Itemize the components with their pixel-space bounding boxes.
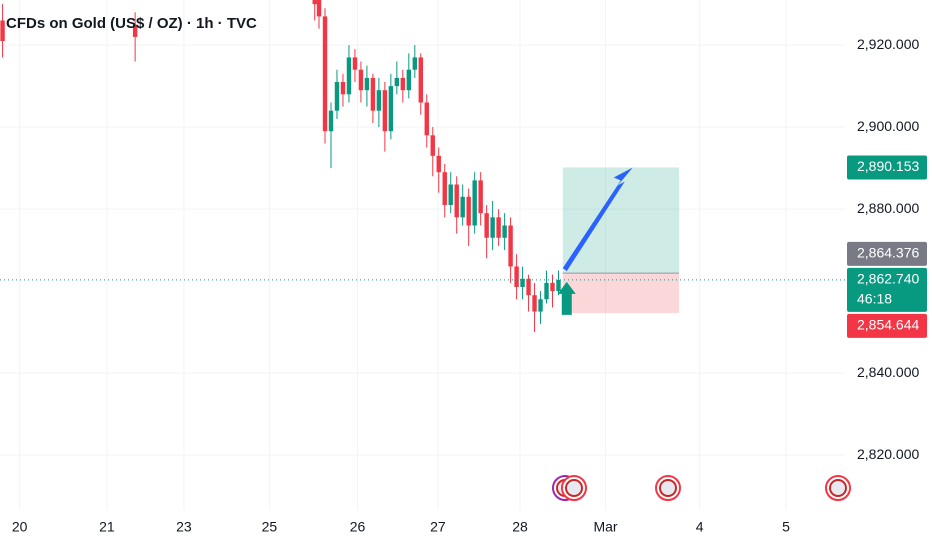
candle-body — [454, 184, 459, 218]
candle-body — [370, 77, 376, 111]
projection-arrow — [562, 167, 633, 272]
y-tick-label: 2,880.000 — [857, 200, 919, 216]
candle-body — [400, 77, 406, 91]
candle-body — [346, 57, 352, 95]
grid — [0, 0, 845, 510]
entry-price-label: 2,864.376 — [857, 245, 919, 261]
x-tick-label: 21 — [99, 519, 115, 535]
x-tick-label: Mar — [593, 519, 617, 535]
x-tick-label: 25 — [262, 519, 278, 535]
candle-body — [550, 282, 555, 292]
candle-body — [460, 196, 465, 218]
candle-body — [532, 295, 537, 312]
candle-body — [520, 278, 525, 287]
last-price-label-countdown: 46:18 — [857, 291, 892, 307]
candle-body — [388, 86, 394, 132]
plot — [0, 0, 851, 501]
target-price-label: 2,890.153 — [857, 158, 919, 174]
x-tick-label: 26 — [350, 519, 366, 535]
candle-body — [382, 90, 388, 132]
candle-body — [312, 0, 317, 5]
candle-body — [544, 282, 549, 300]
event-flag-icon — [829, 479, 847, 497]
candle-body — [442, 172, 447, 205]
candle-body — [406, 69, 412, 91]
last-price-label: 2,862.740 — [857, 271, 919, 287]
candle-body — [484, 213, 489, 238]
loss-zone — [562, 273, 680, 314]
candle-body — [424, 102, 429, 136]
last-price-label-box — [847, 267, 927, 312]
candle-body — [556, 279, 561, 292]
candle-body — [364, 77, 370, 91]
profit-zone — [562, 167, 680, 274]
candle-body — [466, 196, 471, 226]
candle-body — [132, 24, 138, 37]
candle-body — [316, 0, 322, 17]
x-tick-label: 20 — [12, 519, 28, 535]
target-price-label-box — [847, 155, 927, 180]
entry-price-label-box — [847, 241, 927, 266]
candle-body — [376, 90, 382, 111]
stop-price-label: 2,854.644 — [857, 317, 919, 333]
y-tick-label: 2,840.000 — [857, 364, 919, 380]
candle-body — [334, 81, 340, 111]
candle-body — [496, 217, 501, 238]
candle-body — [352, 57, 358, 70]
x-tick-label: 5 — [782, 519, 790, 535]
candle-body — [538, 299, 543, 312]
candle-body — [472, 180, 477, 226]
event-flag-icon — [659, 479, 677, 497]
candle-body — [418, 57, 423, 103]
axes: 2,820.000 2,840.000 2,880.000 2,900.000 2,92… — [12, 36, 927, 535]
candle-body — [448, 184, 453, 205]
candle-body — [412, 57, 418, 70]
candle-body — [526, 278, 531, 296]
y-tick-label: 2,900.000 — [857, 118, 919, 134]
candle-body — [436, 155, 441, 173]
candle-body — [490, 217, 495, 238]
candle-body — [340, 81, 346, 95]
x-tick-label: 4 — [696, 519, 704, 535]
candle-body — [508, 225, 513, 267]
x-tick-label: 27 — [430, 519, 446, 535]
candle-body — [358, 69, 364, 91]
stop-price-label-box — [847, 313, 927, 338]
candle-body — [394, 77, 400, 87]
x-tick-label: 28 — [512, 519, 528, 535]
long-icon — [557, 281, 576, 315]
candle-body — [0, 20, 5, 41]
candle-body — [322, 16, 328, 132]
candle-body — [328, 110, 334, 132]
chart-title: CFDs on Gold (US$ / OZ) · 1h · TVC — [6, 15, 257, 32]
x-tick-label: 23 — [176, 519, 192, 535]
candle-body — [478, 180, 483, 214]
event-flag-icon — [565, 479, 583, 497]
y-tick-label: 2,920.000 — [857, 36, 919, 52]
candle-body — [430, 135, 435, 156]
candle-body — [502, 225, 507, 238]
candle-body — [514, 266, 519, 287]
y-tick-label: 2,820.000 — [857, 446, 919, 462]
